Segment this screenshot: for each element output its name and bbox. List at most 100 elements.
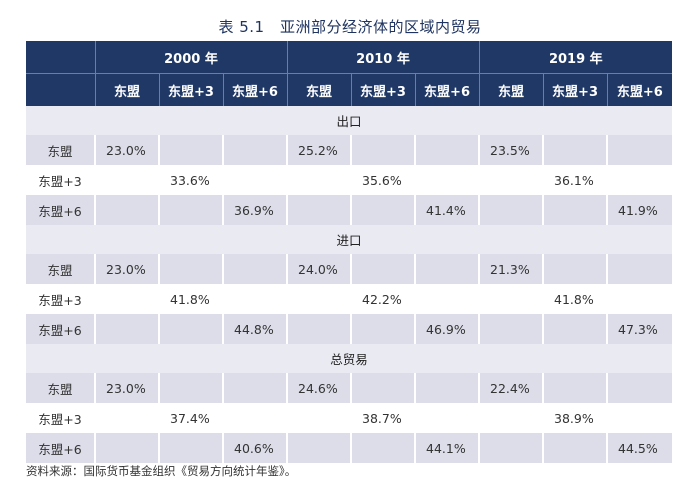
value-cell [542, 373, 608, 403]
row-label: 东盟+3 [26, 403, 95, 433]
value-cell: 41.8% [158, 284, 223, 314]
source-note: 资料来源：国际货币基金组织《贸易方向统计年鉴》。 [26, 464, 297, 478]
corner-cell [26, 73, 95, 106]
value-cell [414, 165, 480, 195]
value-cell [286, 165, 352, 195]
table-row: 东盟+6 44.8% 46.9% 47.3% [26, 314, 673, 344]
value-cell [606, 284, 673, 314]
value-cell [286, 403, 352, 433]
value-cell: 47.3% [606, 314, 673, 344]
value-cell [221, 254, 288, 284]
value-cell [158, 254, 223, 284]
value-cell: 41.4% [414, 195, 480, 225]
value-cell [94, 314, 159, 344]
value-cell [414, 284, 480, 314]
value-cell: 38.7% [350, 403, 416, 433]
value-cell [94, 433, 159, 463]
table-row: 东盟+3 33.6% 35.6% 36.1% [26, 165, 673, 195]
value-cell: 36.1% [542, 165, 608, 195]
value-cell [158, 195, 223, 225]
year-header: 2000 年 [94, 41, 288, 74]
table-body: 出口 东盟 23.0% 25.2% 23.5% 东盟+3 33.6% 35.6% 36.1% 东盟… [26, 106, 673, 463]
value-cell: 44.1% [414, 433, 480, 463]
value-cell: 35.6% [350, 165, 416, 195]
section-row: 总贸易 [26, 344, 673, 373]
value-cell [221, 373, 288, 403]
group-header: 东盟+6 [606, 73, 673, 106]
value-cell: 41.9% [606, 195, 673, 225]
value-cell: 38.9% [542, 403, 608, 433]
value-cell [94, 195, 159, 225]
value-cell [350, 254, 416, 284]
value-cell [542, 135, 608, 165]
value-cell [542, 314, 608, 344]
group-header-row: 东盟 东盟+3 东盟+6 东盟 东盟+3 东盟+6 东盟 东盟+3 东盟+6 [26, 73, 673, 106]
value-cell: 44.5% [606, 433, 673, 463]
row-label: 东盟+6 [26, 433, 95, 463]
value-cell [94, 403, 159, 433]
value-cell [478, 314, 544, 344]
value-cell [478, 284, 544, 314]
value-cell [478, 165, 544, 195]
value-cell [478, 195, 544, 225]
value-cell: 23.5% [478, 135, 544, 165]
table-row: 东盟+3 37.4% 38.7% 38.9% [26, 403, 673, 433]
value-cell [158, 314, 223, 344]
value-cell [350, 433, 416, 463]
year-header: 2010 年 [286, 41, 480, 74]
group-header: 东盟+3 [350, 73, 416, 106]
row-label: 东盟+3 [26, 165, 95, 195]
value-cell [158, 373, 223, 403]
value-cell [542, 195, 608, 225]
row-label: 东盟+6 [26, 195, 95, 225]
value-cell [221, 165, 288, 195]
section-label: 总贸易 [26, 344, 673, 373]
value-cell [221, 284, 288, 314]
row-label: 东盟+6 [26, 314, 95, 344]
table-row: 东盟+3 41.8% 42.2% 41.8% [26, 284, 673, 314]
value-cell [286, 433, 352, 463]
value-cell [478, 433, 544, 463]
year-header: 2019 年 [478, 41, 673, 74]
group-header: 东盟 [94, 73, 159, 106]
value-cell: 41.8% [542, 284, 608, 314]
row-label: 东盟 [26, 373, 95, 403]
value-cell [158, 433, 223, 463]
section-row: 进口 [26, 225, 673, 254]
year-header-row: 2000 年 2010 年 2019 年 [26, 41, 673, 74]
table-title: 表 5.1 亚洲部分经济体的区域内贸易 [218, 18, 482, 36]
value-cell [606, 165, 673, 195]
value-cell [414, 135, 480, 165]
group-header: 东盟 [286, 73, 352, 106]
value-cell [350, 195, 416, 225]
value-cell: 46.9% [414, 314, 480, 344]
table-row: 东盟+6 40.6% 44.1% 44.5% [26, 433, 673, 463]
value-cell: 24.0% [286, 254, 352, 284]
value-cell [286, 314, 352, 344]
value-cell: 22.4% [478, 373, 544, 403]
table-row: 东盟 23.0% 24.0% 21.3% [26, 254, 673, 284]
value-cell: 33.6% [158, 165, 223, 195]
table-row: 东盟 23.0% 25.2% 23.5% [26, 135, 673, 165]
value-cell: 23.0% [94, 254, 159, 284]
value-cell [94, 284, 159, 314]
value-cell [606, 254, 673, 284]
value-cell [606, 403, 673, 433]
value-cell: 21.3% [478, 254, 544, 284]
value-cell [350, 135, 416, 165]
value-cell: 23.0% [94, 135, 159, 165]
group-header: 东盟 [478, 73, 544, 106]
value-cell: 23.0% [94, 373, 159, 403]
table-row: 东盟+6 36.9% 41.4% 41.9% [26, 195, 673, 225]
value-cell [414, 254, 480, 284]
group-header: 东盟+3 [542, 73, 608, 106]
value-cell: 37.4% [158, 403, 223, 433]
section-row: 出口 [26, 106, 673, 135]
value-cell [414, 373, 480, 403]
group-header: 东盟+6 [414, 73, 480, 106]
corner-cell [26, 41, 95, 74]
value-cell [158, 135, 223, 165]
value-cell [221, 403, 288, 433]
value-cell: 44.8% [221, 314, 288, 344]
row-label: 东盟 [26, 254, 95, 284]
